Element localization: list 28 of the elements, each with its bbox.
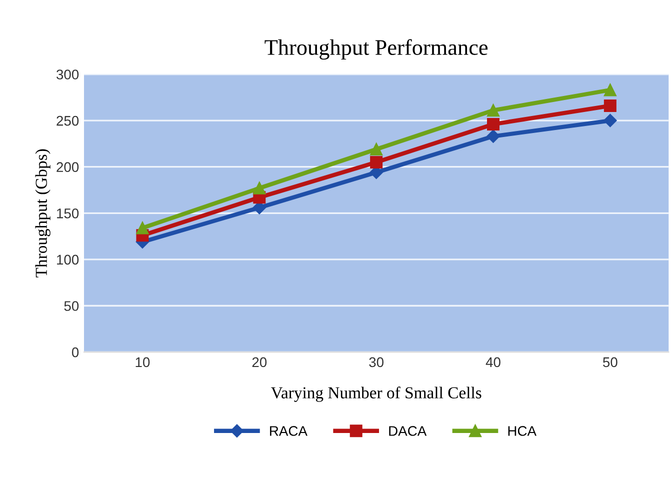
x-tick-label: 20 <box>252 357 267 368</box>
point <box>136 222 149 234</box>
x-tick-label: 10 <box>136 357 150 368</box>
x-axis-title: Varying Number of Small Cells <box>270 386 482 402</box>
y-tick-label: 0 <box>72 347 79 358</box>
chart-title: Throughput Performance <box>264 39 488 60</box>
point <box>487 104 500 117</box>
legend-label: DACA <box>389 426 427 436</box>
y-tick-label: 150 <box>57 208 79 218</box>
point <box>486 130 500 143</box>
point <box>604 84 616 96</box>
y-axis-title: Throughput (Gbps) <box>35 149 50 278</box>
point <box>370 143 383 156</box>
y-tick-label: 50 <box>64 301 79 311</box>
point <box>370 156 383 168</box>
y-tick-label: 300 <box>56 70 79 80</box>
point <box>604 99 616 112</box>
legend-label: RACA <box>270 426 308 436</box>
y-tick-label: 250 <box>56 116 79 126</box>
x-tick-label: 40 <box>486 357 500 368</box>
point <box>604 114 617 128</box>
y-tick-label: 200 <box>56 162 79 172</box>
point <box>253 182 266 194</box>
x-tick-label: 50 <box>603 357 618 368</box>
point <box>487 118 500 131</box>
y-tick-label: 100 <box>57 254 79 265</box>
legend-label: HCA <box>508 426 536 436</box>
x-tick-label: 30 <box>369 357 384 368</box>
